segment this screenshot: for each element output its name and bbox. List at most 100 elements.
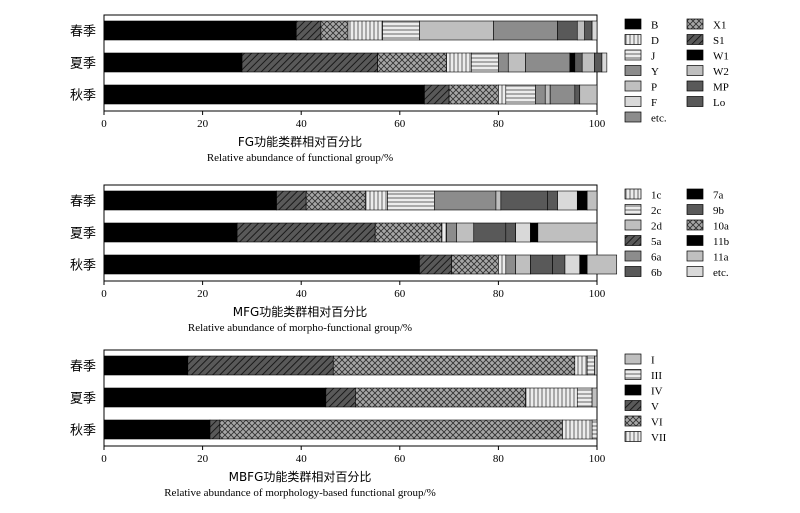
legend-swatch bbox=[624, 34, 642, 45]
bar-segment-etc-2 bbox=[515, 222, 531, 243]
bar-segment-VI-3 bbox=[219, 419, 563, 440]
legend-label: Y bbox=[651, 66, 659, 78]
bar-segment-etc-1 bbox=[557, 190, 578, 211]
bar-segment-IV-2 bbox=[103, 387, 327, 408]
bar-segment-S1-3 bbox=[424, 84, 450, 105]
bar-segment-10a-2 bbox=[374, 222, 443, 243]
legend-swatch bbox=[624, 235, 642, 246]
bar-segment-V-2 bbox=[325, 387, 356, 408]
legend-label: F bbox=[651, 97, 657, 109]
bar-segment-F-1 bbox=[591, 20, 598, 41]
bar-segment-11b-3 bbox=[579, 254, 588, 275]
category-label: 夏季 bbox=[70, 392, 96, 407]
legend-label: 9b bbox=[713, 205, 725, 217]
x-tick-label: 100 bbox=[589, 453, 606, 465]
legend-label: etc. bbox=[651, 113, 667, 125]
bar-segment-S1-1 bbox=[295, 20, 322, 41]
bar-segment-F-2 bbox=[601, 52, 608, 73]
bar-segment-Y-3 bbox=[535, 84, 546, 105]
legend-label: B bbox=[651, 20, 658, 32]
legend-swatch bbox=[686, 250, 704, 262]
legend-swatch bbox=[686, 188, 704, 200]
legend-swatch bbox=[686, 204, 704, 215]
bar-segment-9b-2 bbox=[505, 222, 516, 243]
chart-title: MBFG功能类群相对百分比 bbox=[229, 470, 372, 484]
chart-title: FG功能类群相对百分比 bbox=[238, 135, 362, 149]
category-label: 秋季 bbox=[70, 259, 96, 274]
chart-subtitle: Relative abundance of morphology-based f… bbox=[164, 487, 436, 499]
x-tick-label: 80 bbox=[493, 453, 505, 465]
category-label: 春季 bbox=[70, 25, 96, 40]
x-tick-label: 80 bbox=[493, 118, 505, 130]
bar-segment-etc-3 bbox=[549, 84, 576, 105]
chart-title: MFG功能类群相对百分比 bbox=[233, 305, 368, 319]
legend-swatch bbox=[624, 18, 642, 30]
bar-segment-IV-3 bbox=[103, 419, 211, 440]
bar-segment-6b-1 bbox=[500, 190, 548, 211]
x-tick-label: 20 bbox=[197, 288, 209, 300]
bar-segment-11b-1 bbox=[576, 190, 588, 211]
legend-swatch bbox=[686, 49, 704, 61]
x-tick-label: 0 bbox=[101, 288, 107, 300]
bar-segment-11a-2 bbox=[537, 222, 598, 243]
legend-swatch bbox=[624, 80, 642, 92]
legend-swatch bbox=[686, 18, 704, 30]
bar-segment-MP-1 bbox=[584, 20, 593, 41]
legend-swatch bbox=[686, 65, 704, 76]
bar-segment-2d-2 bbox=[456, 222, 475, 243]
bar-segment-X1-2 bbox=[377, 52, 447, 73]
bar-segment-VII-2 bbox=[525, 387, 578, 408]
bar-segment-2c-1 bbox=[387, 190, 435, 211]
bar-segment-7a-3 bbox=[103, 254, 420, 275]
legend-label: 10a bbox=[713, 221, 729, 233]
legend-swatch bbox=[624, 188, 642, 200]
bar-segment-W2-1 bbox=[419, 20, 494, 41]
bar-segment-6b-2 bbox=[473, 222, 507, 243]
bar-segment-P-3 bbox=[579, 84, 598, 105]
legend-label: J bbox=[651, 51, 656, 63]
bar-segment-X1-3 bbox=[448, 84, 499, 105]
legend-swatch bbox=[624, 219, 642, 231]
bar-segment-7a-2 bbox=[103, 222, 238, 243]
bar-segment-IV-1 bbox=[103, 355, 189, 376]
bar-segment-I-1 bbox=[594, 355, 598, 376]
legend-label: I bbox=[651, 355, 655, 367]
chart-subtitle: Relative abundance of morpho-functional … bbox=[188, 322, 412, 334]
legend-swatch bbox=[624, 431, 642, 442]
bar-segment-11b-2 bbox=[530, 222, 539, 243]
bar-segment-D-2 bbox=[446, 52, 472, 73]
legend-swatch bbox=[624, 400, 642, 411]
legend-swatch bbox=[624, 204, 642, 215]
legend-swatch bbox=[624, 266, 642, 277]
legend-swatch bbox=[686, 34, 704, 45]
bar-segment-5a-2 bbox=[236, 222, 376, 243]
x-tick-label: 40 bbox=[296, 118, 308, 130]
legend-swatch bbox=[624, 250, 642, 262]
legend-swatch bbox=[624, 65, 642, 76]
legend-label: IV bbox=[651, 386, 663, 398]
bar-segment-J-3 bbox=[505, 84, 536, 105]
x-tick-label: 40 bbox=[296, 288, 308, 300]
bar-segment-J-2 bbox=[470, 52, 499, 73]
bar-segment-VI-2 bbox=[355, 387, 526, 408]
bar-segment-etc-3 bbox=[564, 254, 581, 275]
bar-segment-D-3 bbox=[498, 84, 507, 105]
legend-label: VI bbox=[651, 417, 663, 429]
legend-label: 2d bbox=[651, 221, 663, 233]
legend-label: W1 bbox=[713, 51, 729, 63]
x-tick-label: 100 bbox=[589, 118, 606, 130]
bar-segment-B-2 bbox=[103, 52, 243, 73]
legend-swatch bbox=[624, 353, 642, 365]
bar-segment-W1-2 bbox=[569, 52, 576, 73]
bar-segment-VI-1 bbox=[332, 355, 576, 376]
bar-segment-6a-3 bbox=[505, 254, 516, 275]
bar-segment-11a-3 bbox=[586, 254, 618, 275]
legend-label: S1 bbox=[713, 35, 725, 47]
legend-label: etc. bbox=[713, 267, 729, 279]
category-label: 春季 bbox=[70, 360, 96, 375]
category-label: 秋季 bbox=[70, 89, 96, 104]
bar-segment-III-3 bbox=[591, 419, 598, 440]
bar-segment-B-1 bbox=[103, 20, 297, 41]
legend-label: X1 bbox=[713, 20, 726, 32]
